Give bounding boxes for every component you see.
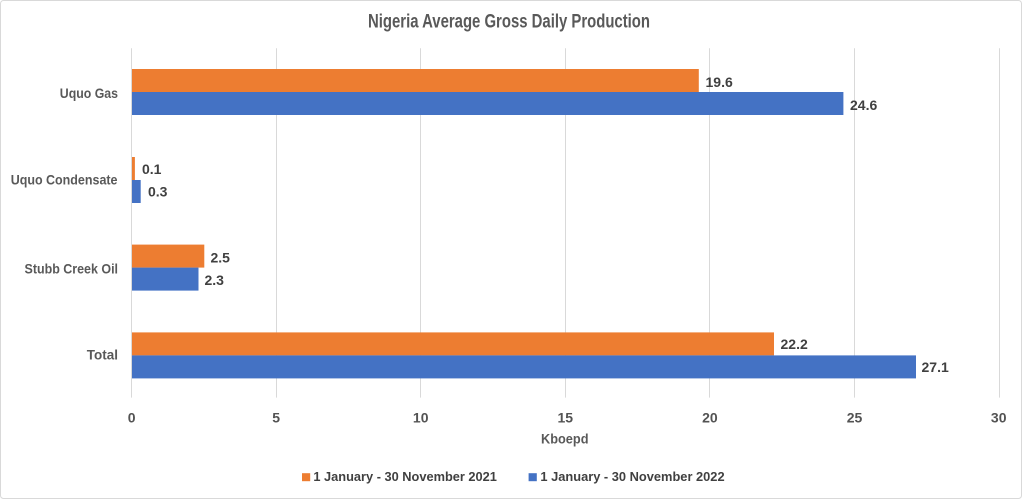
- svg-text:Nigeria Average Gross Daily Pr: Nigeria Average Gross Daily Production: [368, 12, 650, 33]
- svg-text:Uquo Gas: Uquo Gas: [60, 85, 118, 101]
- svg-text:2.3: 2.3: [205, 272, 225, 288]
- svg-text:30: 30: [991, 409, 1007, 425]
- svg-text:25: 25: [847, 409, 863, 425]
- svg-text:27.1: 27.1: [922, 359, 949, 375]
- svg-text:Total: Total: [87, 347, 118, 363]
- svg-text:5: 5: [272, 409, 280, 425]
- svg-text:Kboepd: Kboepd: [541, 431, 589, 447]
- svg-text:20: 20: [702, 409, 718, 425]
- svg-text:19.6: 19.6: [706, 74, 733, 90]
- svg-text:0.1: 0.1: [142, 161, 162, 177]
- svg-text:2.5: 2.5: [211, 250, 231, 266]
- svg-text:1 January - 30 November 2021: 1 January - 30 November 2021: [313, 469, 497, 484]
- svg-text:10: 10: [413, 409, 429, 425]
- svg-text:0: 0: [128, 409, 136, 425]
- svg-text:Uquo Condensate: Uquo Condensate: [11, 172, 118, 188]
- svg-text:Stubb Creek Oil: Stubb Creek Oil: [25, 260, 119, 276]
- svg-text:24.6: 24.6: [850, 97, 877, 113]
- svg-text:1 January - 30 November 2022: 1 January - 30 November 2022: [540, 469, 724, 484]
- svg-text:22.2: 22.2: [781, 336, 808, 352]
- svg-text:0.3: 0.3: [148, 184, 168, 200]
- svg-text:15: 15: [558, 409, 574, 425]
